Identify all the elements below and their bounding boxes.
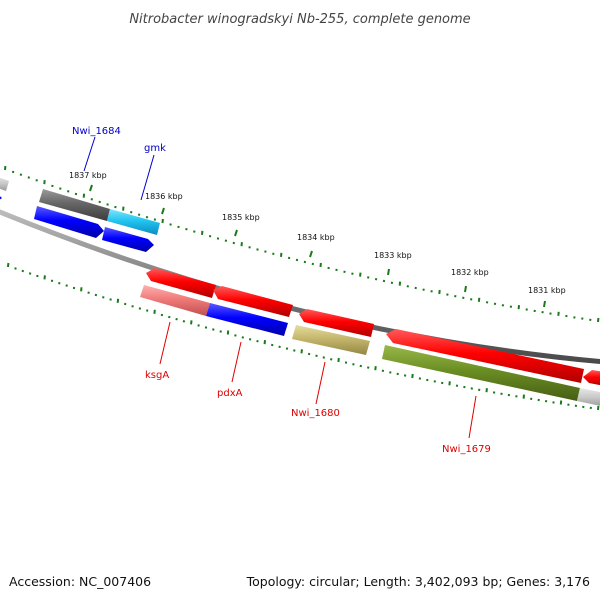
gene-label-gmk[interactable]: gmk [144, 143, 166, 154]
gene-arrow-red-3 [299, 309, 374, 337]
tick-mark-1835 [234, 229, 238, 237]
leader-pdxa [231, 341, 242, 383]
gene-arrow-red-right-edge [583, 370, 600, 386]
tick-label-1835: 1835 kbp [222, 213, 260, 222]
tick-mark-1836 [161, 207, 165, 215]
tick-label-1832: 1832 kbp [451, 268, 489, 277]
reverse-strand-lane-inner [146, 268, 600, 386]
leader-ksga [159, 321, 171, 365]
reverse-strand-lane-outer [140, 285, 600, 406]
tick-mark-1831 [543, 300, 546, 308]
genome-backbone [0, 209, 600, 365]
forward-strand-lane-outer [0, 177, 160, 235]
gene-label-nwi-1684[interactable]: Nwi_1684 [72, 126, 121, 137]
genome-summary-text: Topology: circular; Length: 3,402,093 bp… [246, 574, 590, 589]
tick-mark-1833 [387, 268, 390, 276]
forward-strand-lane-inner [0, 196, 154, 252]
gene-label-pdxa[interactable]: pdxA [217, 388, 243, 399]
gene-arrow-blue-left-edge [0, 196, 2, 200]
gene-gmk-block [107, 209, 160, 235]
gene-nwi-1679-block [382, 345, 580, 401]
leader-gmk [140, 154, 155, 201]
gene-arrow-blue-2 [102, 227, 154, 252]
gene-ksga-block [140, 285, 210, 316]
gene-nwi-1684-block [39, 189, 110, 221]
tick-label-1831: 1831 kbp [528, 286, 566, 295]
gene-arrow-red-2 [213, 286, 293, 317]
gene-arrow-blue-1 [34, 206, 104, 238]
leader-nwi-1679 [468, 395, 477, 439]
gene-nwi-1680-block [292, 325, 370, 355]
tick-label-1837: 1837 kbp [69, 171, 107, 180]
leader-nwi-1684 [83, 136, 96, 172]
map-title: Nitrobacter winogradskyi Nb-255, complet… [129, 12, 470, 27]
minor-ticks-outer [4, 165, 600, 323]
tick-label-1834: 1834 kbp [297, 233, 335, 242]
gene-block-gray-left [0, 177, 9, 191]
tick-label-1836: 1836 kbp [145, 192, 183, 201]
gene-arrow-red-1 [146, 268, 216, 298]
inner-tick-ring [7, 262, 600, 411]
gene-block-gray-right [577, 388, 600, 406]
gene-label-ksga[interactable]: ksgA [145, 370, 169, 381]
tick-label-1833: 1833 kbp [374, 251, 412, 260]
gene-pdxa-block [206, 303, 288, 336]
tick-mark-1837 [89, 184, 93, 192]
tick-mark-1832 [464, 285, 467, 293]
tick-mark-1834 [309, 250, 313, 258]
leader-nwi-1680 [315, 361, 326, 405]
outer-tick-ring [4, 165, 600, 323]
accession-text: Accession: NC_007406 [9, 574, 151, 589]
gene-arrow-red-4 [386, 329, 584, 383]
gene-label-nwi-1680[interactable]: Nwi_1680 [291, 408, 340, 419]
gene-label-nwi-1679[interactable]: Nwi_1679 [442, 444, 491, 455]
